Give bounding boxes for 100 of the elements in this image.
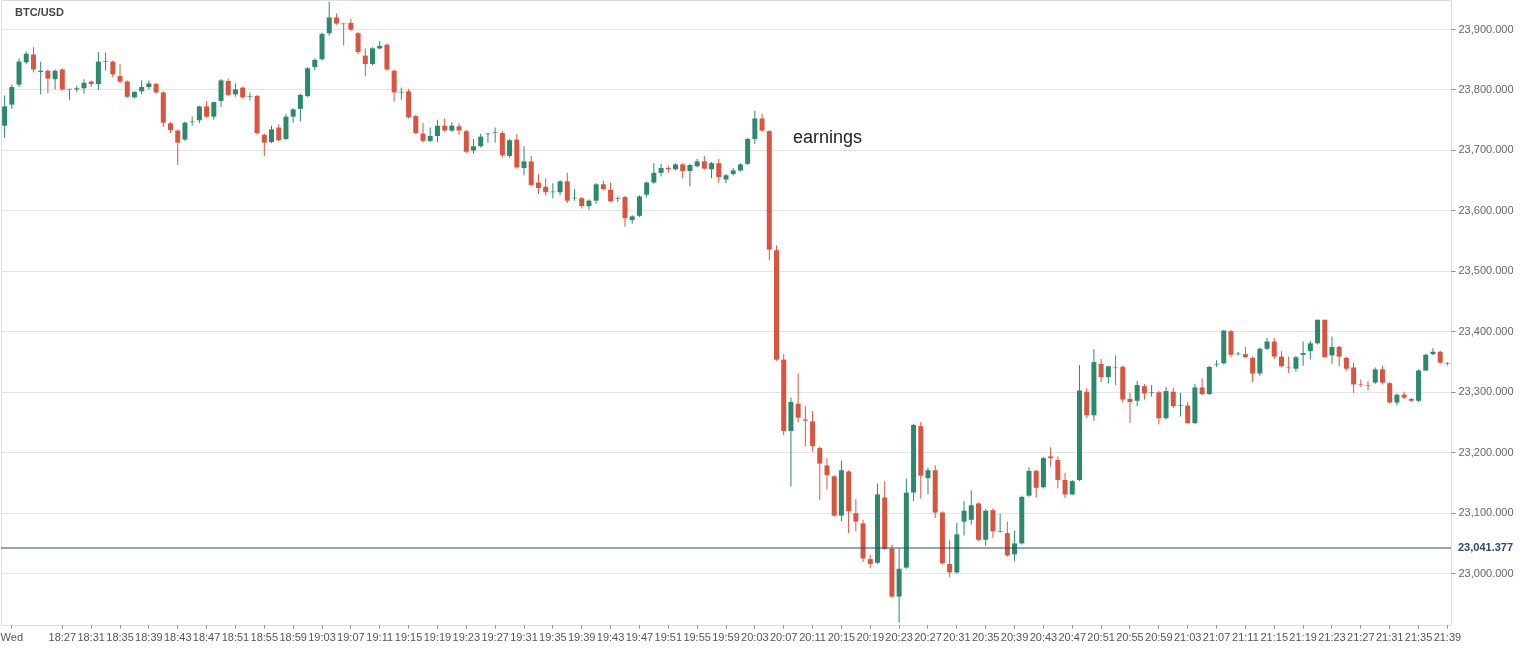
candlestick bbox=[752, 110, 758, 145]
candlestick bbox=[1149, 384, 1155, 398]
x-tick-label: 21:03 bbox=[1173, 630, 1202, 643]
candlestick bbox=[283, 113, 289, 141]
x-tick-label: 18:47 bbox=[192, 630, 221, 643]
x-tick-label: 19:43 bbox=[596, 630, 625, 643]
candlestick bbox=[1286, 356, 1292, 374]
ref-line-label: 23,041.377 bbox=[1458, 541, 1514, 554]
x-tick-label: 19:15 bbox=[394, 630, 423, 643]
candlestick bbox=[651, 162, 657, 185]
candlestick bbox=[355, 31, 361, 55]
x-tick-label: 18:51 bbox=[221, 630, 250, 643]
x-tick-label: 18:43 bbox=[163, 630, 192, 643]
x-tick-label: 21:35 bbox=[1404, 630, 1433, 643]
candlestick bbox=[81, 78, 87, 95]
y-tick-label: 23,000.000 bbox=[1458, 566, 1514, 579]
y-tick-label: 23,900.000 bbox=[1458, 22, 1514, 35]
candlestick bbox=[1228, 329, 1234, 358]
candlestick bbox=[1048, 446, 1054, 468]
candlestick bbox=[636, 194, 642, 218]
candlestick bbox=[507, 138, 513, 159]
x-tick-label: 19:19 bbox=[423, 630, 452, 643]
candlestick bbox=[1185, 401, 1191, 425]
x-tick-label: 18:59 bbox=[279, 630, 307, 643]
x-tick-label: 21:19 bbox=[1289, 630, 1317, 643]
candlestick bbox=[449, 121, 455, 133]
x-tick-label: 19:27 bbox=[481, 630, 509, 643]
x-tick-label: 18:55 bbox=[250, 630, 279, 643]
candlestick bbox=[1401, 391, 1407, 400]
x-tick-label: 19:39 bbox=[567, 630, 596, 643]
x-tick-label: 20:39 bbox=[1000, 630, 1029, 643]
candlestick bbox=[564, 172, 570, 204]
candlestick bbox=[463, 129, 469, 154]
y-tick-label: 23,500.000 bbox=[1458, 264, 1514, 277]
candlestick bbox=[759, 113, 765, 133]
annotation: earnings bbox=[793, 127, 863, 147]
candlestick bbox=[1307, 340, 1313, 361]
candlestick bbox=[795, 373, 801, 424]
candlestick bbox=[1134, 380, 1140, 407]
x-tick-label: 21:39 bbox=[1433, 630, 1462, 643]
candlestick bbox=[182, 120, 188, 142]
candlestick bbox=[1098, 358, 1104, 383]
x-tick-label: 19:11 bbox=[366, 630, 394, 643]
candlestick bbox=[297, 93, 303, 122]
x-tick-label: 20:51 bbox=[1087, 630, 1115, 643]
candlestick bbox=[9, 84, 15, 110]
x-tick-label: 19:07 bbox=[337, 630, 365, 643]
x-tick-label: 20:23 bbox=[885, 630, 913, 643]
candlestick bbox=[687, 163, 693, 187]
candlestick bbox=[413, 114, 419, 135]
candlestick bbox=[535, 173, 541, 195]
candlestick bbox=[1315, 319, 1321, 346]
candlestick bbox=[1351, 362, 1357, 394]
candlestick bbox=[622, 195, 628, 228]
candlestick bbox=[16, 58, 22, 88]
candlestick bbox=[1062, 472, 1068, 499]
x-tick-label: 20:19 bbox=[856, 630, 885, 643]
candlestick bbox=[1300, 341, 1306, 367]
candlestick bbox=[492, 127, 498, 144]
candlestick bbox=[456, 122, 462, 136]
y-tick-label: 23,400.000 bbox=[1458, 324, 1514, 337]
candlestick bbox=[1084, 387, 1090, 419]
x-tick-label: 20:55 bbox=[1116, 630, 1144, 643]
candlestick bbox=[1387, 381, 1393, 405]
candlestick bbox=[1199, 377, 1205, 396]
x-tick-label: 18:39 bbox=[135, 630, 163, 643]
x-tick-label: 21:11 bbox=[1232, 630, 1259, 643]
candlestick bbox=[824, 457, 830, 491]
candlestick bbox=[716, 158, 722, 184]
x-tick-label: 19:59 bbox=[712, 630, 740, 643]
candlestick bbox=[615, 195, 621, 203]
candlestick bbox=[59, 67, 65, 92]
x-tick-label: 20:11 bbox=[799, 630, 826, 643]
y-tick-label: 23,300.000 bbox=[1458, 385, 1514, 398]
y-tick-label: 23,200.000 bbox=[1458, 445, 1514, 458]
candlestick bbox=[261, 133, 267, 157]
x-tick-label: 21:31 bbox=[1375, 630, 1404, 643]
candlestick bbox=[434, 119, 440, 143]
candlestick bbox=[1127, 392, 1133, 424]
x-tick-label: 21:07 bbox=[1202, 630, 1231, 643]
candlestick bbox=[2, 95, 8, 139]
candlestick bbox=[391, 69, 397, 103]
x-tick-label: 20:47 bbox=[1058, 630, 1087, 643]
x-tick-label: 20:43 bbox=[1029, 630, 1058, 643]
candlestick bbox=[853, 498, 859, 532]
candlestick bbox=[1250, 356, 1256, 383]
candlestick bbox=[586, 198, 592, 211]
candlestick bbox=[1177, 392, 1183, 417]
candlestick bbox=[1271, 337, 1277, 360]
candlestick bbox=[117, 63, 123, 84]
x-tick-label: 19:03 bbox=[308, 630, 336, 643]
x-tick-label: 19:51 bbox=[654, 630, 683, 643]
candlestick bbox=[362, 47, 368, 77]
candlestick bbox=[218, 78, 224, 108]
x-tick-label: 20:07 bbox=[769, 630, 798, 643]
candlestick bbox=[146, 79, 152, 90]
candlestick bbox=[1365, 380, 1371, 391]
x-tick-label: 19:23 bbox=[452, 630, 481, 643]
candlestick bbox=[990, 507, 996, 539]
candlestick bbox=[103, 52, 109, 72]
